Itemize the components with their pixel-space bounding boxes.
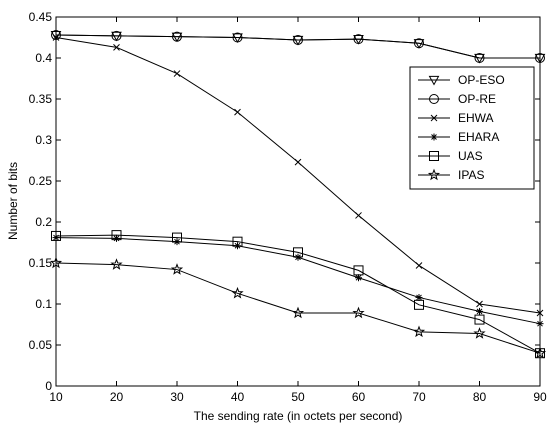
legend-box [409,66,535,190]
legend-marker [427,168,441,181]
series-line-ipas [55,262,541,354]
legend-label: OP-RE [458,92,496,106]
x-tick-label: 50 [291,390,305,404]
data-point-ehwa [173,70,181,77]
data-point-op-re [535,53,545,63]
series-lines [55,34,541,354]
data-point-ehara [476,307,483,315]
data-point-op-eso [413,39,425,49]
data-point-op-eso [111,31,122,42]
y-tick-label: 0 [45,379,52,393]
data-point-uas [353,265,364,276]
data-point-op-eso [292,35,304,46]
data-point-op-eso [474,53,485,64]
x-tick-label: 90 [533,390,547,404]
x-tick-label: 60 [352,390,366,404]
data-point-ehara [536,320,544,328]
data-point-uas [232,236,243,247]
data-point-ehwa [415,262,423,269]
data-point-op-re [51,30,61,41]
data-point-ipas [533,346,547,359]
data-point-op-re [172,31,182,42]
data-point-ipas [473,327,486,339]
y-tick-label: 0.2 [35,215,52,229]
data-point-ehara [415,293,423,301]
data-point-ehwa [234,108,241,116]
data-point-op-eso [353,35,364,45]
y-tick-label: 0.1 [35,297,52,311]
legend-label: UAS [458,149,483,163]
legend-label: EHARA [458,130,499,144]
data-point-op-eso [534,53,546,64]
y-axis-title: Number of bits [6,162,20,240]
legend-label: OP-ESO [458,73,505,87]
x-tick-label: 20 [110,390,124,404]
data-point-ipas [49,256,63,269]
data-point-op-re [474,53,485,63]
data-point-uas [474,314,485,325]
y-tick-label: 0.45 [29,10,53,24]
legend-marker [429,151,439,161]
data-point-ipas [352,306,365,319]
data-point-uas [51,230,61,241]
data-point-uas [414,299,424,310]
legend-marker [430,133,438,141]
data-point-op-re [111,30,122,41]
legend: OP-ESO OP-RE EHWA EHARA UAS IPAS [409,66,535,190]
data-point-ehara [52,234,60,242]
data-point-ehwa [52,34,60,41]
x-tick-label: 30 [170,390,184,404]
legend-label: EHWA [458,111,494,125]
data-point-uas [172,232,182,243]
series-markers [49,30,547,359]
x-tick-label: 80 [473,390,487,404]
x-axis-title: The sending rate (in octets per second) [194,409,403,423]
data-point-ehwa [476,300,483,308]
data-point-op-re [414,38,424,49]
data-point-ipas [412,325,426,338]
legend-marker [428,75,440,86]
data-point-ehara [355,274,362,282]
data-point-uas [293,247,303,258]
data-point-op-re [353,34,364,45]
data-point-op-re [232,32,243,43]
y-tick-label: 0.4 [35,51,52,65]
series-line-op-re [55,34,540,59]
data-point-ehwa [355,212,362,219]
x-tick-label: 10 [49,390,63,404]
data-point-op-eso [232,33,243,44]
y-tick-label: 0.35 [29,92,53,106]
data-point-ehwa [294,158,302,166]
legend-marker [429,94,439,104]
series-line-uas [55,234,541,354]
data-point-op-eso [171,32,183,43]
data-point-ehwa [536,309,544,317]
y-tick-label: 0.25 [29,174,53,188]
x-tick-label: 40 [231,390,245,404]
data-point-ehara [113,234,120,242]
legend-label: IPAS [458,168,484,182]
data-point-ipas [170,263,184,275]
y-tick-label: 0.05 [29,338,53,352]
data-point-ehwa [113,43,120,51]
data-point-op-re [293,34,303,45]
y-tick-label: 0.3 [35,133,52,147]
x-tick-label: 70 [412,390,426,404]
y-tick-label: 0.15 [29,256,53,270]
data-point-uas [111,230,122,241]
axis-ticks: 10 20 30 40 50 60 70 80 90 0 0.05 0.1 0.15 0.2 0.25 0.3… [29,10,547,404]
data-point-ipas [291,306,305,319]
legend-marker [430,114,438,122]
data-point-ipas [110,258,123,270]
data-point-ipas [231,286,244,299]
